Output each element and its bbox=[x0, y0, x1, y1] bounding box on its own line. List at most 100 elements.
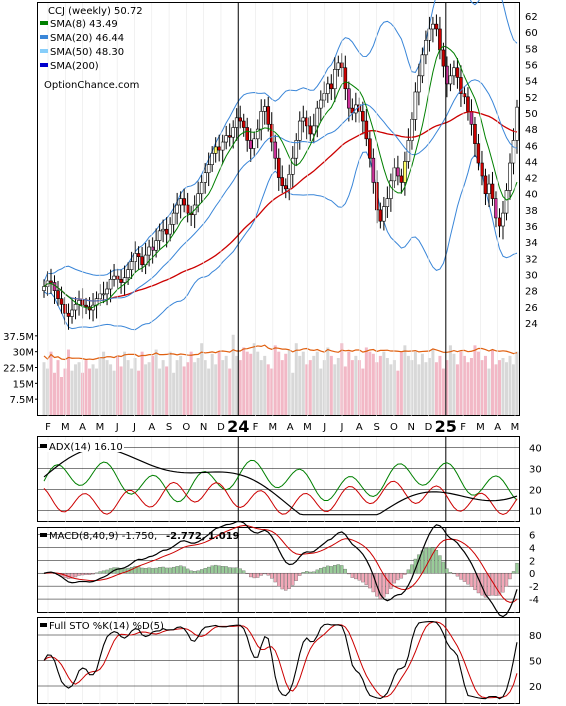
candle-body bbox=[164, 228, 169, 235]
volume-bar bbox=[333, 364, 337, 415]
volume-bar bbox=[242, 347, 246, 415]
volume-bar bbox=[424, 362, 428, 415]
macd-histogram-bar bbox=[385, 573, 390, 595]
macd-histogram-bar bbox=[157, 567, 162, 574]
candle-body bbox=[497, 217, 502, 227]
adx-title-swatch bbox=[40, 444, 47, 448]
candle-body bbox=[448, 75, 453, 85]
macd-histogram-bar bbox=[178, 565, 183, 574]
volume-bar bbox=[102, 351, 106, 415]
volume-bar bbox=[322, 360, 326, 415]
x-axis-label: F bbox=[253, 422, 259, 433]
candle-body bbox=[42, 286, 46, 291]
candle-body bbox=[294, 140, 299, 159]
macd-histogram-bar bbox=[224, 566, 228, 574]
volume-bar bbox=[109, 364, 113, 415]
candle-body bbox=[297, 120, 302, 141]
macd-histogram-bar bbox=[171, 566, 176, 574]
candle-body bbox=[280, 177, 285, 186]
volume-bar bbox=[203, 360, 207, 415]
volume-bar bbox=[182, 366, 186, 415]
x-axis-label: M bbox=[303, 422, 312, 433]
candle-body bbox=[171, 212, 176, 225]
volume-bar bbox=[277, 351, 281, 415]
macd-histogram-bar bbox=[263, 573, 267, 575]
volume-bar bbox=[210, 353, 214, 415]
macd-histogram-bar bbox=[466, 573, 470, 585]
macd-y-tick: -4 bbox=[529, 595, 539, 606]
macd-histogram-bar bbox=[508, 573, 512, 580]
macd-histogram-bar bbox=[238, 568, 242, 574]
candle-body bbox=[234, 117, 239, 128]
macd-histogram-bar bbox=[305, 571, 309, 574]
candle-body bbox=[333, 69, 337, 90]
volume-bar bbox=[417, 364, 421, 415]
x-axis-label: N bbox=[200, 422, 207, 433]
volume-bar bbox=[147, 362, 151, 415]
candle-body bbox=[399, 175, 404, 183]
volume-bar bbox=[487, 368, 491, 415]
macd-title: MACD(8,40,9) -1.750, bbox=[49, 531, 157, 542]
candle-body bbox=[459, 77, 463, 94]
macd-histogram-bar bbox=[497, 573, 502, 596]
candle-body bbox=[168, 224, 172, 235]
macd-histogram-bar bbox=[182, 566, 186, 574]
candle-body bbox=[283, 185, 288, 190]
sma20-line bbox=[43, 79, 518, 302]
candle-body bbox=[378, 209, 383, 222]
candle-body bbox=[427, 28, 432, 41]
macd-signal-value: -2.772, bbox=[166, 531, 206, 542]
price-y-tick: 56 bbox=[525, 61, 538, 72]
candle-body bbox=[49, 280, 53, 283]
volume-bar bbox=[200, 343, 204, 415]
macd-histogram-bar bbox=[511, 571, 516, 574]
candle-body bbox=[220, 141, 225, 151]
adx-line bbox=[43, 447, 518, 516]
x-axis-label: M bbox=[269, 422, 278, 433]
candle-body bbox=[210, 153, 214, 165]
volume-bar bbox=[140, 351, 144, 415]
volume-bar bbox=[70, 370, 74, 415]
candle-body bbox=[273, 141, 278, 159]
price-smas bbox=[43, 45, 518, 309]
volume-bar bbox=[382, 351, 386, 415]
volume-average-line bbox=[43, 344, 518, 361]
macd-indicator: 6 4 2 0 -2 -4 bbox=[38, 520, 539, 618]
volume-bar bbox=[413, 351, 417, 415]
macd-histogram-bar bbox=[294, 573, 298, 581]
candle-body bbox=[434, 23, 439, 30]
sto-y-tick: 80 bbox=[529, 631, 542, 642]
price-y-tick: 24 bbox=[525, 319, 538, 330]
macd-histogram-bar bbox=[231, 567, 235, 574]
macd-histogram-bar bbox=[494, 573, 498, 596]
volume-bar bbox=[245, 351, 249, 415]
volume-bar bbox=[462, 355, 466, 415]
adx-indicator: 40 30 20 10 bbox=[38, 444, 542, 518]
volume-bar bbox=[319, 368, 323, 415]
x-axis-label: A bbox=[494, 422, 501, 433]
macd-histogram-bar bbox=[94, 572, 99, 574]
volume-bar bbox=[53, 372, 57, 415]
volume-bar bbox=[235, 355, 239, 415]
x-axis-label: M bbox=[476, 422, 485, 433]
candle-body bbox=[129, 261, 134, 270]
macd-histogram-bar bbox=[249, 573, 253, 578]
volume-bar bbox=[154, 349, 158, 415]
candle-body bbox=[311, 125, 316, 135]
candle-body bbox=[322, 93, 327, 101]
candle-body bbox=[196, 193, 200, 206]
candle-body bbox=[154, 240, 158, 251]
sma50-line bbox=[43, 110, 518, 302]
price-y-tick: 28 bbox=[525, 287, 538, 298]
candle-body bbox=[301, 117, 306, 122]
candle-body bbox=[112, 275, 116, 280]
macd-histogram-bar bbox=[189, 570, 193, 574]
volume-bar bbox=[193, 362, 197, 415]
macd-histogram-bar bbox=[515, 562, 519, 574]
volume-bar bbox=[336, 358, 340, 415]
candle-body bbox=[318, 99, 323, 109]
legend-sma50-swatch bbox=[40, 49, 48, 53]
macd-histogram-bar bbox=[424, 548, 428, 574]
macd-histogram-bar bbox=[501, 573, 505, 593]
candle-body bbox=[217, 146, 221, 151]
